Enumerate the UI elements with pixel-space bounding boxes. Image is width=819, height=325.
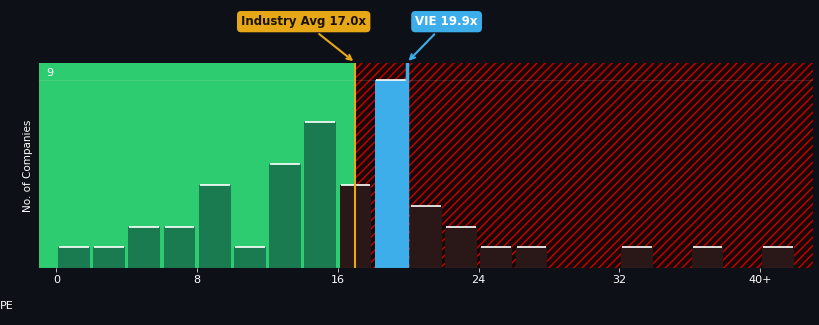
Bar <box>339 185 371 268</box>
Text: 9: 9 <box>46 68 52 78</box>
Bar <box>690 248 722 268</box>
Text: Industry Avg 17.0x: Industry Avg 17.0x <box>241 15 366 60</box>
Bar <box>269 163 301 268</box>
Bar <box>93 248 124 268</box>
Bar <box>445 227 477 268</box>
Bar <box>355 63 812 268</box>
Bar <box>621 248 652 268</box>
Y-axis label: No. of Companies: No. of Companies <box>23 120 33 212</box>
Bar <box>199 185 230 268</box>
Bar <box>515 248 546 268</box>
Bar <box>38 63 355 268</box>
Bar <box>761 248 793 268</box>
Bar <box>129 227 160 268</box>
Bar <box>233 248 265 268</box>
Text: VIE 19.9x: VIE 19.9x <box>410 15 477 59</box>
Bar <box>355 63 812 268</box>
Bar <box>304 122 336 268</box>
Bar <box>164 227 195 268</box>
Bar <box>58 248 89 268</box>
Text: PE: PE <box>0 301 14 311</box>
Bar <box>410 205 441 268</box>
Bar <box>480 248 512 268</box>
Bar <box>374 80 406 268</box>
